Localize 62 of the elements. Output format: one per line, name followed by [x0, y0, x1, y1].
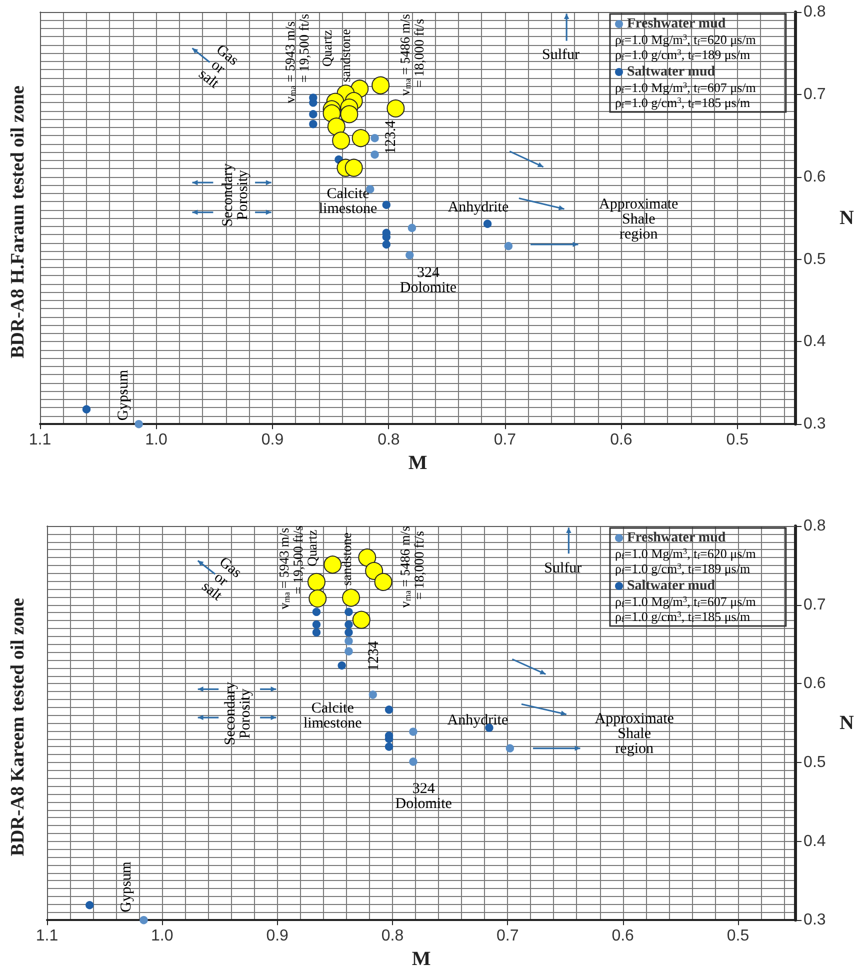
x-tick-label: 0.8 [381, 928, 404, 945]
annotation: Approximate Shale region [599, 196, 679, 243]
y-axis-title: N [840, 207, 855, 230]
annotation: 324 Dolomite [400, 265, 457, 296]
annotation: Gypsum [118, 861, 134, 912]
y-tick-label: 0.5 [804, 754, 826, 771]
x-tick-label: 0.8 [378, 432, 400, 449]
x-tick-label: 1.0 [151, 928, 174, 945]
y-tick-label: 0.6 [804, 675, 826, 692]
x-tick-label: 1.1 [36, 928, 58, 945]
text: BDR-A8 H.Faraun tested oil zone [8, 86, 28, 358]
annotation: Gas or salt [198, 554, 244, 605]
annotation: Sulfur [544, 560, 582, 577]
annotation: 123.4 [383, 120, 400, 154]
annotation: Anhydrite [448, 199, 509, 216]
annotation: Secondary Porosity [220, 162, 251, 227]
annotation: Quartz [304, 530, 320, 566]
annotation: Sulfur [542, 46, 580, 63]
y-tick-label: 0.7 [804, 596, 826, 614]
y-tick-label: 0.5 [804, 250, 826, 268]
y-tick-label: 0.8 [804, 4, 826, 20]
annotation: Secondary Porosity [222, 681, 254, 746]
x-tick-label: 1.0 [145, 432, 168, 449]
x-tick-label: 0.7 [496, 928, 519, 945]
annotation: Calcite limestone [303, 700, 362, 732]
y-tick-label: 0.3 [804, 912, 826, 929]
annotation: Calcite limestone [318, 186, 378, 218]
x-tick-label: 0.5 [726, 432, 749, 449]
x-tick-label: 0.9 [261, 432, 284, 449]
y-tick-label: 0.6 [804, 168, 826, 186]
annotation: Anhydrite [447, 712, 508, 729]
annotation: = 18,000 ft/s [411, 531, 426, 600]
x-tick-label: 0.9 [266, 928, 289, 945]
y-tick-label: 0.7 [804, 86, 826, 103]
annotation: 324 Dolomite [395, 780, 452, 812]
x-axis-title: M [412, 948, 431, 970]
annotation: vma = 5486 m/s [397, 14, 412, 96]
annotation: = 19,500 ft/s [290, 526, 306, 594]
x-tick-label: 1.1 [28, 432, 52, 449]
y-tick-label: 0.3 [804, 416, 826, 433]
annotation: vma = 5943 m/s [276, 528, 292, 610]
x-axis-title: M [408, 452, 428, 474]
annotation: Gypsum [116, 370, 132, 421]
y-tick-label: 0.4 [804, 832, 826, 850]
annotation: Gas or salt [195, 42, 242, 92]
y-tick-label: 0.8 [804, 518, 826, 534]
x-tick-label: 0.6 [612, 928, 634, 945]
x-tick-label: 0.7 [494, 432, 516, 449]
annotation: Approximate Shale region [594, 711, 674, 758]
annotation: Quartz [320, 30, 335, 67]
text: BDR-A8 Kareem tested oil zone [8, 598, 28, 856]
annotation: vma = 5943 m/s [282, 21, 298, 104]
annotation: 1234 [366, 640, 382, 672]
annotation: vma = 5486 m/s [398, 526, 413, 608]
annotation: sandstone [338, 29, 354, 82]
x-tick-label: 0.5 [726, 928, 750, 945]
y-axis-title: N [840, 712, 855, 734]
annotation: = 18,000 ft/s [411, 18, 426, 88]
y-tick-label: 0.4 [804, 333, 826, 350]
annotation: = 19,500 ft/s [296, 14, 312, 83]
annotation: sandstone [338, 532, 354, 586]
x-tick-label: 0.6 [610, 432, 632, 449]
